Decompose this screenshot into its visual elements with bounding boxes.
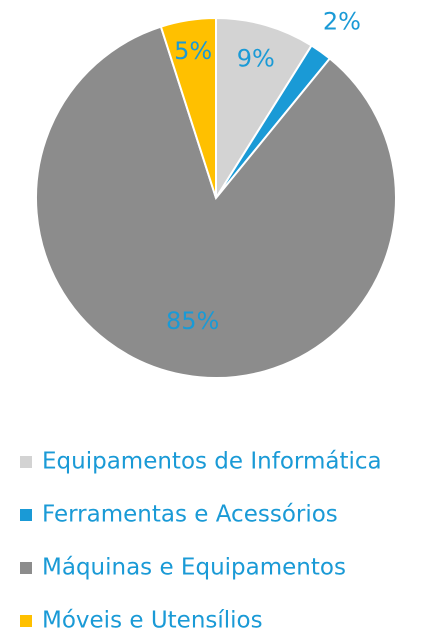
data-label: 2% [323, 7, 361, 35]
legend-label: Móveis e Utensílios [42, 608, 263, 633]
pie-slice [159, 16, 217, 199]
legend-label: Ferramentas e Acessórios [42, 502, 338, 528]
pie-slice [35, 25, 397, 379]
data-label: 85% [166, 307, 219, 335]
legend-swatch [20, 562, 32, 574]
pie-slice [215, 16, 313, 202]
data-label: 5% [174, 37, 212, 65]
legend-swatch [20, 615, 32, 627]
legend-swatch [20, 456, 32, 468]
legend-label: Máquinas e Equipamentos [42, 555, 346, 581]
legend-swatch [20, 509, 32, 521]
data-label: 9% [237, 45, 275, 73]
legend-label: Equipamentos de Informática [42, 449, 382, 475]
